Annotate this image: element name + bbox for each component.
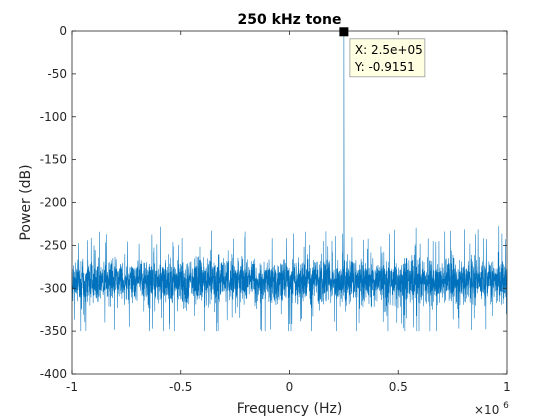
x-tick-label: 1 [503,380,511,394]
spectrum-line [71,31,508,332]
y-tick-label: -350 [40,324,67,338]
x-exponent-label: ×10 6 [474,401,509,417]
x-tick-label: -1 [66,380,78,394]
y-axis-ticks: 0 -50 -100 -150 -200 -250 -300 -350 -400 [40,24,507,381]
x-tick-label: 0.5 [389,380,408,394]
data-tip-box [349,38,426,78]
data-tip[interactable]: X: 2.5e+05 Y: -0.9151 [339,27,426,78]
y-tick-label: -50 [47,67,67,81]
data-tip-x-text: X: 2.5e+05 [355,43,423,57]
y-tick-label: -150 [40,153,67,167]
y-tick-label: -400 [40,367,67,381]
x-axis-label: Frequency (Hz) [237,401,343,417]
spectrum-trace [71,31,508,332]
data-tip-y-text: Y: -0.9151 [354,60,415,74]
x-axis-ticks: -1 -0.5 0 0.5 1 [66,31,511,394]
x-tick-label: -0.5 [169,380,192,394]
data-tip-marker[interactable] [339,27,349,37]
x-exponent-base: ×10 [474,403,499,417]
y-axis-label: Power (dB) [18,164,34,240]
x-tick-label: 0 [286,380,294,394]
y-tick-label: -200 [40,196,67,210]
chart-title: 250 kHz tone [238,12,342,28]
y-tick-label: -100 [40,110,67,124]
x-exponent-power: 6 [503,401,509,411]
y-tick-label: -300 [40,281,67,295]
y-tick-label: -250 [40,238,67,252]
y-tick-label: 0 [59,24,67,38]
